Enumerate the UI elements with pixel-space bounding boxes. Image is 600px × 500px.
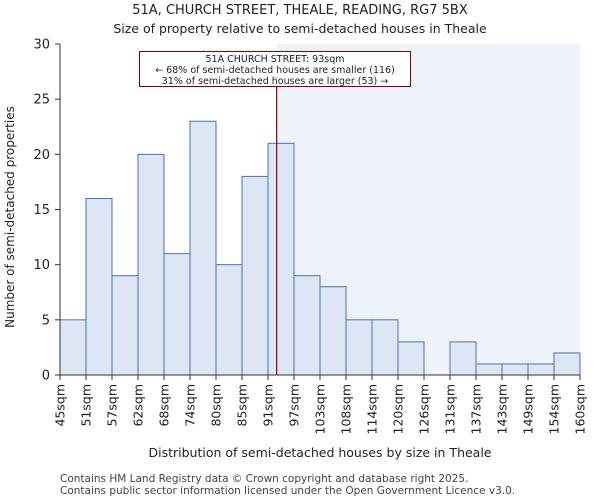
annotation-line-3: 31% of semi-detached houses are larger (… [161, 76, 389, 87]
x-tick-label: 126sqm [417, 384, 432, 434]
chart-title: 51A, CHURCH STREET, THEALE, READING, RG7… [132, 3, 468, 18]
histogram-bar [111, 275, 139, 376]
credit-line-2: Contains public sector information licen… [60, 485, 516, 497]
histogram-bar [397, 341, 425, 376]
histogram-bar [267, 142, 295, 376]
x-tick-label: 120sqm [391, 384, 406, 434]
histogram-bar [85, 197, 113, 376]
x-tick-label: 85sqm [235, 384, 250, 427]
x-tick-label: 91sqm [261, 384, 276, 427]
histogram-bar [449, 341, 477, 376]
y-tick-label: 5 [42, 313, 50, 328]
x-tick-label: 114sqm [365, 384, 380, 434]
y-tick-label: 30 [33, 38, 50, 53]
histogram-bar [553, 352, 581, 376]
x-axis-label: Distribution of semi-detached houses by … [148, 445, 492, 460]
histogram-bar [319, 286, 347, 376]
x-tick-label: 137sqm [469, 384, 484, 434]
x-tick-label: 97sqm [287, 384, 302, 427]
credit-line-1: Contains HM Land Registry data © Crown c… [60, 473, 469, 485]
annotation-line-2: ← 68% of semi-detached houses are smalle… [155, 65, 395, 76]
x-tick-label: 62sqm [131, 384, 146, 427]
y-tick-label: 25 [33, 93, 50, 108]
annotation-line-1: 51A CHURCH STREET: 93sqm [205, 54, 345, 65]
histogram-bar [371, 319, 399, 376]
x-tick-label: 149sqm [521, 384, 536, 434]
histogram-bar [527, 363, 555, 376]
x-tick-label: 51sqm [79, 384, 94, 427]
histogram-bar [215, 264, 243, 376]
histogram-bar [163, 253, 191, 376]
histogram-bar [59, 319, 87, 376]
y-tick-label: 10 [33, 258, 50, 273]
y-axis-label: Number of semi-detached properties [3, 106, 17, 328]
x-tick-label: 80sqm [209, 384, 224, 427]
x-tick-label: 143sqm [495, 384, 510, 434]
y-tick-label: 15 [33, 203, 50, 218]
histogram-bar [501, 363, 529, 376]
x-tick-label: 160sqm [573, 384, 588, 434]
annotation-box: 51A CHURCH STREET: 93sqm ← 68% of semi-d… [139, 51, 411, 87]
x-tick-label: 45sqm [53, 384, 68, 427]
y-tick-label: 0 [42, 369, 50, 384]
histogram-bar [293, 275, 321, 376]
histogram-bar [475, 363, 503, 376]
x-tick-label: 154sqm [547, 384, 562, 434]
x-tick-label: 103sqm [313, 384, 328, 434]
histogram-bar [137, 153, 165, 376]
histogram-bar [189, 120, 217, 376]
histogram-bar [241, 175, 269, 376]
chart-subtitle: Size of property relative to semi-detach… [113, 21, 487, 36]
x-tick-label: 74sqm [183, 384, 198, 427]
histogram-bar [345, 319, 373, 376]
x-tick-label: 57sqm [105, 384, 120, 427]
x-tick-label: 131sqm [443, 384, 458, 434]
x-tick-label: 68sqm [157, 384, 172, 427]
x-tick-label: 108sqm [339, 384, 354, 434]
y-tick-label: 20 [33, 148, 50, 163]
